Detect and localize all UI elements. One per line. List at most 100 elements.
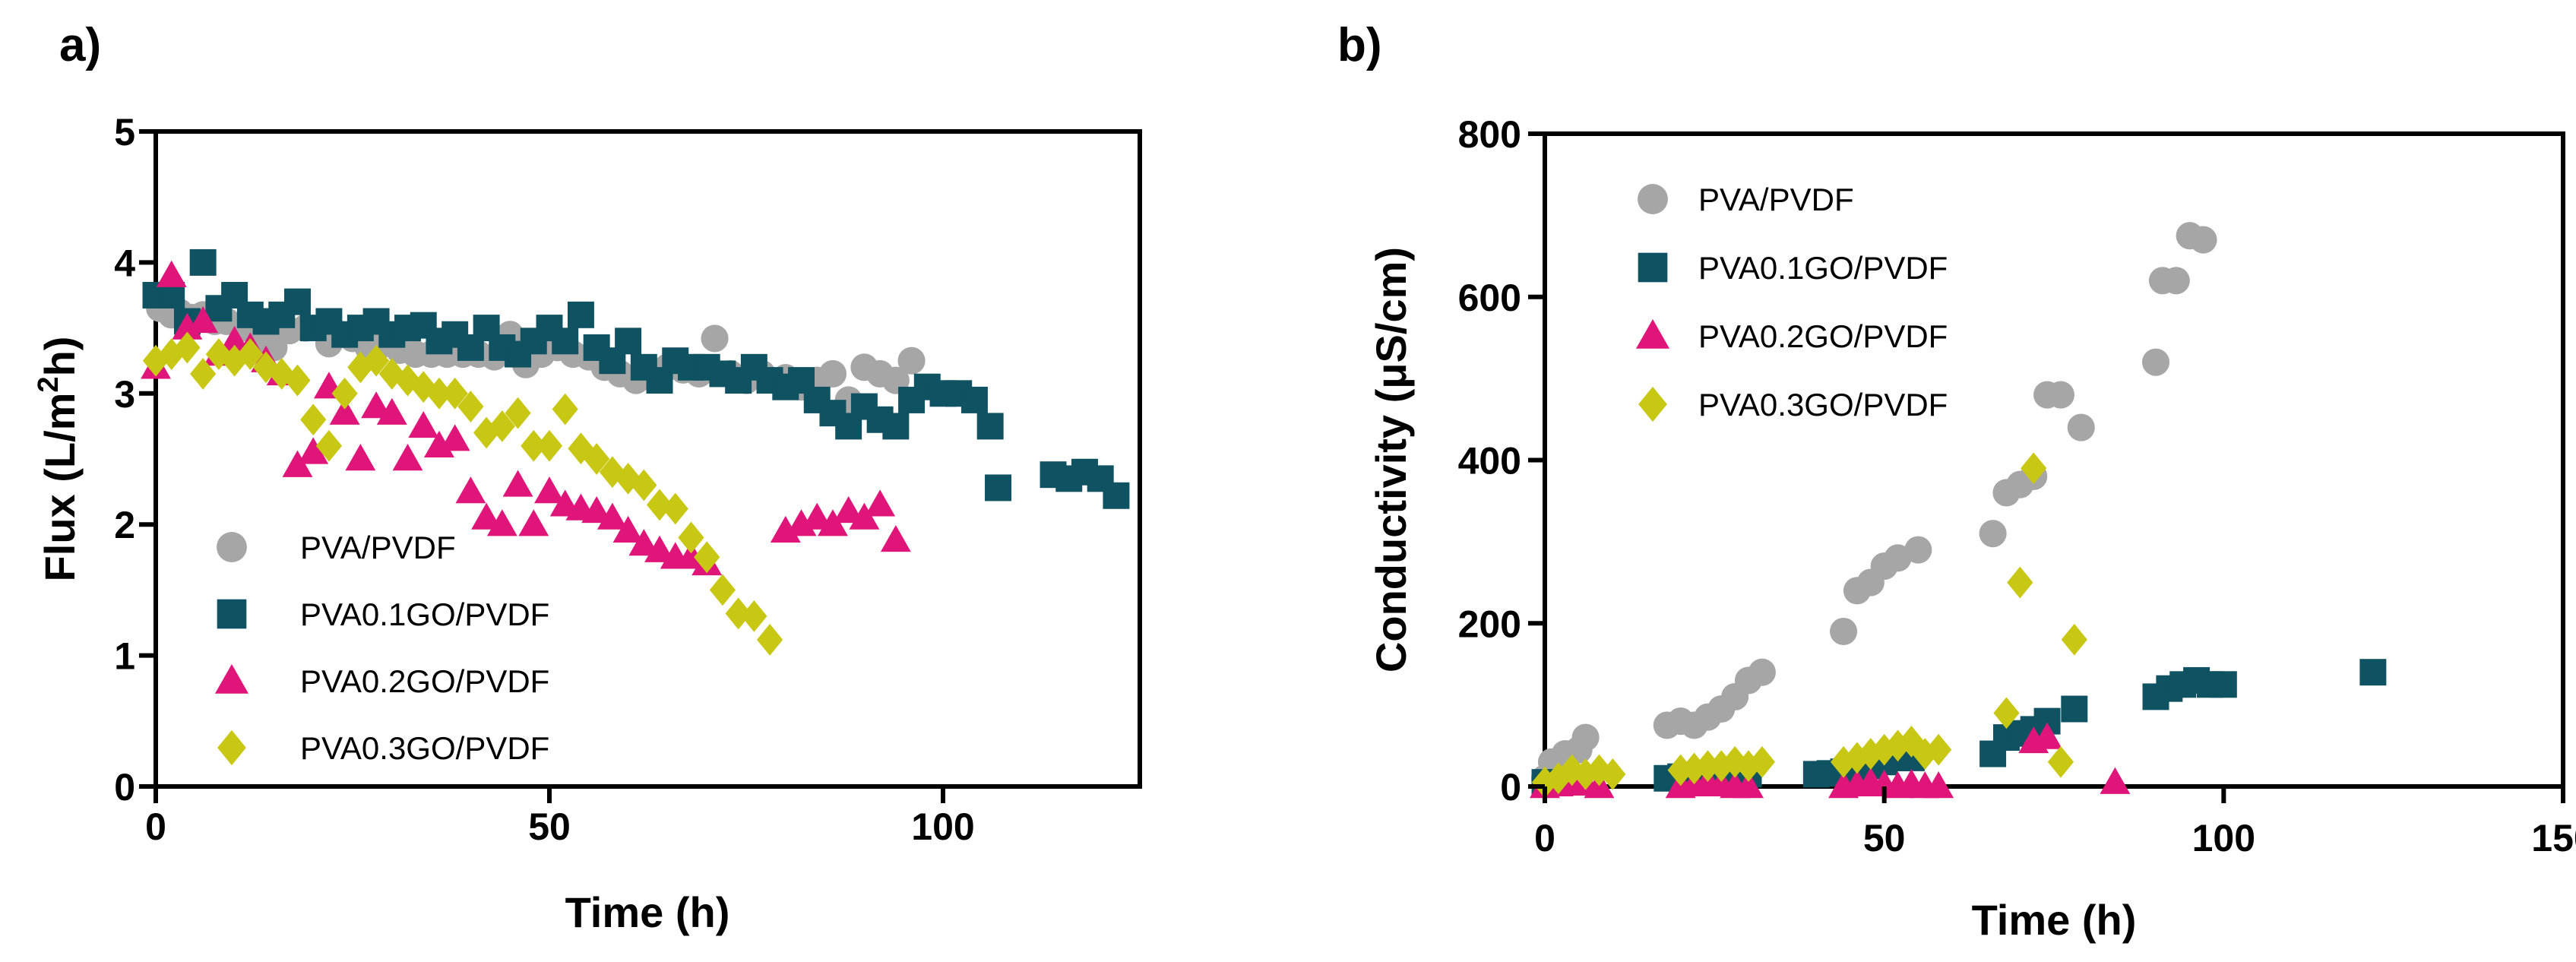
- panel-a-point-pva0-2go-pvdf: [471, 502, 502, 530]
- panel-a-point-pva0-2go-pvdf: [612, 515, 644, 543]
- panel-a-x-tick-label: 0: [145, 805, 166, 848]
- panel-a-point-pva0-3go-pvdf: [362, 344, 390, 377]
- panel-b: b) 0 50 100 150 0 200 400 600 800 Time (h) Cond…: [1337, 19, 2576, 944]
- panel-a-point-pva0-3go-pvdf: [678, 521, 704, 554]
- panel-b-legend-marker-pva-pvdf: [1638, 184, 1668, 214]
- panel-a-marks: [141, 248, 1130, 656]
- panel-a-point-pva0-3go-pvdf: [505, 397, 531, 429]
- panel-a-point-pva0-3go-pvdf: [237, 338, 264, 370]
- panel-a-point-pva0-2go-pvdf: [361, 391, 392, 419]
- panel-b-point-pva-pvdf: [2046, 381, 2074, 409]
- panel-a-point-pva0-3go-pvdf: [741, 600, 767, 632]
- panel-b-legend-marker-pva0-1go-pvdf: [1638, 252, 1668, 283]
- panel-a-point-pva0-3go-pvdf: [631, 469, 657, 502]
- panel-b-point-pva0-2go-pvdf: [1733, 771, 1764, 799]
- panel-a-point-pva0-3go-pvdf: [174, 331, 201, 364]
- panel-b-point-pva0-3go-pvdf: [1748, 745, 1775, 778]
- panel-b-point-pva-pvdf: [2067, 413, 2095, 441]
- panel-a-point-pva0-3go-pvdf: [315, 429, 343, 462]
- panel-b-x-ticks: 0 50 100 150: [1534, 786, 2576, 859]
- panel-b-point-pva-pvdf: [2162, 267, 2190, 295]
- panel-b-x-axis-label: Time (h): [1972, 896, 2137, 944]
- panel-a-legend: PVA/PVDF PVA0.1GO/PVDF PVA0.2GO/PVDF PVA0.3…: [214, 530, 549, 766]
- panel-a-y-tick-label: 3: [114, 373, 135, 416]
- panel-a-point-pva0-2go-pvdf: [408, 410, 439, 438]
- panel-a-series-pva0-3go-pvdf: [142, 331, 783, 656]
- panel-a-y-axis-label: Flux (L/m2h): [33, 337, 84, 582]
- panel-a-point-pva0-2go-pvdf: [849, 502, 880, 530]
- panel-a-legend-label-pva0-1go-pvdf: PVA0.1GO/PVDF: [300, 597, 549, 632]
- panel-a-plot-frame: [153, 129, 1142, 789]
- panel-b-point-pva0-3go-pvdf: [2021, 452, 2047, 485]
- panel-b-y-tick-label: 800: [1458, 113, 1521, 156]
- panel-b-point-pva-pvdf: [1748, 658, 1776, 686]
- panel-a-legend-marker-pva-pvdf: [217, 532, 247, 562]
- panel-a-point-pva0-2go-pvdf: [439, 424, 470, 451]
- panel-b-legend-label-pva0-3go-pvdf: PVA0.3GO/PVDF: [1698, 387, 1948, 422]
- panel-a-y-tick-label: 5: [114, 111, 135, 153]
- panel-a-point-pva0-2go-pvdf: [802, 502, 833, 530]
- panel-a-point-pva0-1go-pvdf: [284, 288, 311, 315]
- panel-b-point-pva0-1go-pvdf: [2210, 671, 2237, 698]
- panel-a-point-pva0-3go-pvdf: [426, 377, 453, 410]
- panel-a-point-pva0-2go-pvdf: [329, 397, 360, 425]
- panel-a-point-pva0-3go-pvdf: [284, 364, 311, 397]
- panel-b-point-pva0-3go-pvdf: [1600, 758, 1626, 790]
- panel-a-point-pva-pvdf: [701, 324, 729, 353]
- panel-a-point-pva0-2go-pvdf: [865, 489, 896, 517]
- panel-a-point-pva0-3go-pvdf: [646, 489, 673, 521]
- panel-b-legend-label-pva-pvdf: PVA/PVDF: [1698, 182, 1854, 217]
- panel-a-legend-label-pva0-2go-pvdf: PVA0.2GO/PVDF: [300, 663, 549, 699]
- panel-a-point-pva0-3go-pvdf: [347, 351, 374, 384]
- panel-a-point-pva0-1go-pvdf: [976, 413, 1004, 440]
- panel-a-point-pva0-3go-pvdf: [584, 443, 610, 475]
- panel-b-point-pva0-3go-pvdf: [1926, 733, 1952, 766]
- panel-b-y-axis-label: Conductivity (μS/cm): [1367, 247, 1415, 672]
- panel-a-point-pva0-3go-pvdf: [521, 429, 547, 462]
- panel-a-point-pva0-3go-pvdf: [331, 377, 358, 410]
- panel-a-point-pva0-2go-pvdf: [298, 437, 329, 464]
- panel-a-point-pva0-2go-pvdf: [581, 496, 612, 524]
- panel-b-x-tick-label: 150: [2531, 817, 2576, 859]
- panel-b-legend: PVA/PVDF PVA0.1GO/PVDF PVA0.2GO/PVDF PVA0.3…: [1635, 182, 1948, 422]
- panel-a-point-pva0-2go-pvdf: [518, 509, 549, 536]
- panel-a-point-pva0-2go-pvdf: [628, 529, 660, 556]
- panel-a-legend-label-pva-pvdf: PVA/PVDF: [300, 530, 456, 565]
- panel-a-point-pva0-2go-pvdf: [486, 509, 517, 536]
- panel-a-point-pva0-2go-pvdf: [282, 450, 313, 477]
- panel-a-y-tick-label: 1: [114, 635, 135, 678]
- panel-b-point-pva-pvdf: [2141, 348, 2170, 376]
- panel-a-legend-label-pva0-3go-pvdf: PVA0.3GO/PVDF: [300, 730, 549, 766]
- panel-b-y-tick-label: 0: [1500, 766, 1521, 809]
- panel-a-point-pva0-3go-pvdf: [756, 624, 783, 656]
- panel-a-point-pva0-3go-pvdf: [300, 403, 327, 436]
- panel-a-y-axis-label-main: Flux (L/m: [36, 393, 84, 582]
- panel-a-point-pva0-3go-pvdf: [694, 541, 720, 574]
- panel-a-x-tick-label: 100: [911, 805, 974, 848]
- panel-b-point-pva-pvdf: [1830, 617, 1858, 646]
- panel-b-point-pva0-3go-pvdf: [2061, 623, 2087, 656]
- panel-b-x-tick-label: 50: [1863, 817, 1906, 859]
- panel-a-point-pva0-2go-pvdf: [455, 476, 486, 504]
- panel-a-x-tick-label: 50: [528, 805, 571, 848]
- panel-a-point-pva0-3go-pvdf: [709, 574, 736, 606]
- panel-a-point-pva0-3go-pvdf: [615, 462, 641, 495]
- panel-b-y-tick-label: 600: [1458, 277, 1521, 319]
- panel-b-series-pva-pvdf: [1530, 222, 2217, 793]
- panel-a-point-pva0-2go-pvdf: [376, 397, 407, 425]
- panel-a-point-pva0-1go-pvdf: [189, 248, 217, 276]
- panel-a-legend-marker-pva0-2go-pvdf: [214, 663, 249, 694]
- panel-b-y-tick-label: 200: [1458, 603, 1521, 645]
- panel-a-point-pva0-2go-pvdf: [833, 496, 864, 524]
- panel-b-point-pva-pvdf: [2189, 226, 2217, 254]
- panel-a-point-pva0-3go-pvdf: [252, 351, 280, 384]
- panel-a-point-pva0-3go-pvdf: [725, 597, 752, 630]
- panel-a-point-pva0-3go-pvdf: [457, 391, 484, 422]
- panel-b-point-pva-pvdf: [1979, 520, 2007, 548]
- panel-a-legend-marker-pva0-3go-pvdf: [217, 729, 246, 766]
- panel-b-point-pva0-1go-pvdf: [2061, 695, 2088, 723]
- panel-a-point-pva0-1go-pvdf: [960, 386, 988, 413]
- panel-a-point-pva0-1go-pvdf: [615, 328, 642, 355]
